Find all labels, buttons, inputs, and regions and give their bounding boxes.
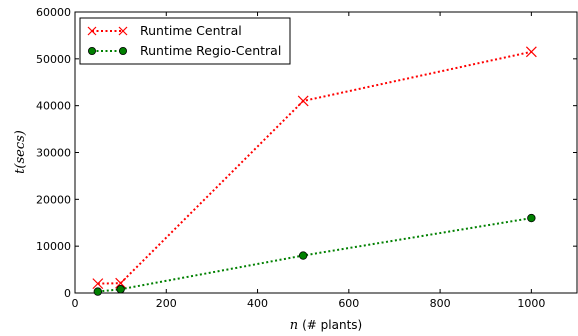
- x-tick-label: 400: [247, 297, 268, 310]
- data-point-circle: [527, 213, 536, 223]
- data-point-x: [92, 278, 104, 290]
- y-tick-label: 60000: [36, 6, 71, 19]
- data-point-x: [115, 277, 127, 289]
- x-axis-unit: (# plants): [302, 318, 362, 332]
- series-line-0: [97, 50, 532, 285]
- y-tick-label: 20000: [36, 193, 71, 206]
- legend-label-central: Runtime Central: [140, 23, 242, 38]
- data-point-circle: [93, 287, 103, 296]
- axis-ticks: 0 200 400 600 800 100001000020000300004000050…: [36, 6, 577, 310]
- legend-label-regio-central: Runtime Regio-Central: [140, 43, 281, 58]
- legend-box: [79, 17, 291, 65]
- series-layer: [92, 46, 537, 296]
- data-point-circle: [298, 251, 308, 260]
- data-point-x: [525, 46, 537, 58]
- x-tick-label: 600: [338, 297, 359, 310]
- data-point-x: [297, 95, 309, 107]
- legend: Runtime Central Runtime Regio-Central: [79, 17, 291, 65]
- y-axis-title: t(secs): [13, 130, 28, 174]
- x-axis-title: n (# plants): [290, 318, 362, 333]
- y-tick-label: 30000: [36, 147, 71, 160]
- x-tick-label: 800: [430, 297, 451, 310]
- x-tick-label: 1000: [517, 297, 545, 310]
- legend-marker-central-x-icon: [87, 26, 128, 36]
- y-tick-label: 10000: [36, 240, 71, 253]
- series-line-1: [97, 217, 532, 293]
- x-tick-label: 200: [156, 297, 177, 310]
- data-point-circle: [116, 285, 125, 294]
- y-tick-label: 0: [64, 287, 71, 300]
- x-tick-label: 0: [72, 297, 79, 310]
- y-tick-label: 50000: [36, 53, 71, 66]
- x-axis-variable: n: [290, 318, 298, 333]
- legend-marker-regio-central-circle-icon: [88, 47, 128, 56]
- y-tick-label: 40000: [36, 100, 71, 113]
